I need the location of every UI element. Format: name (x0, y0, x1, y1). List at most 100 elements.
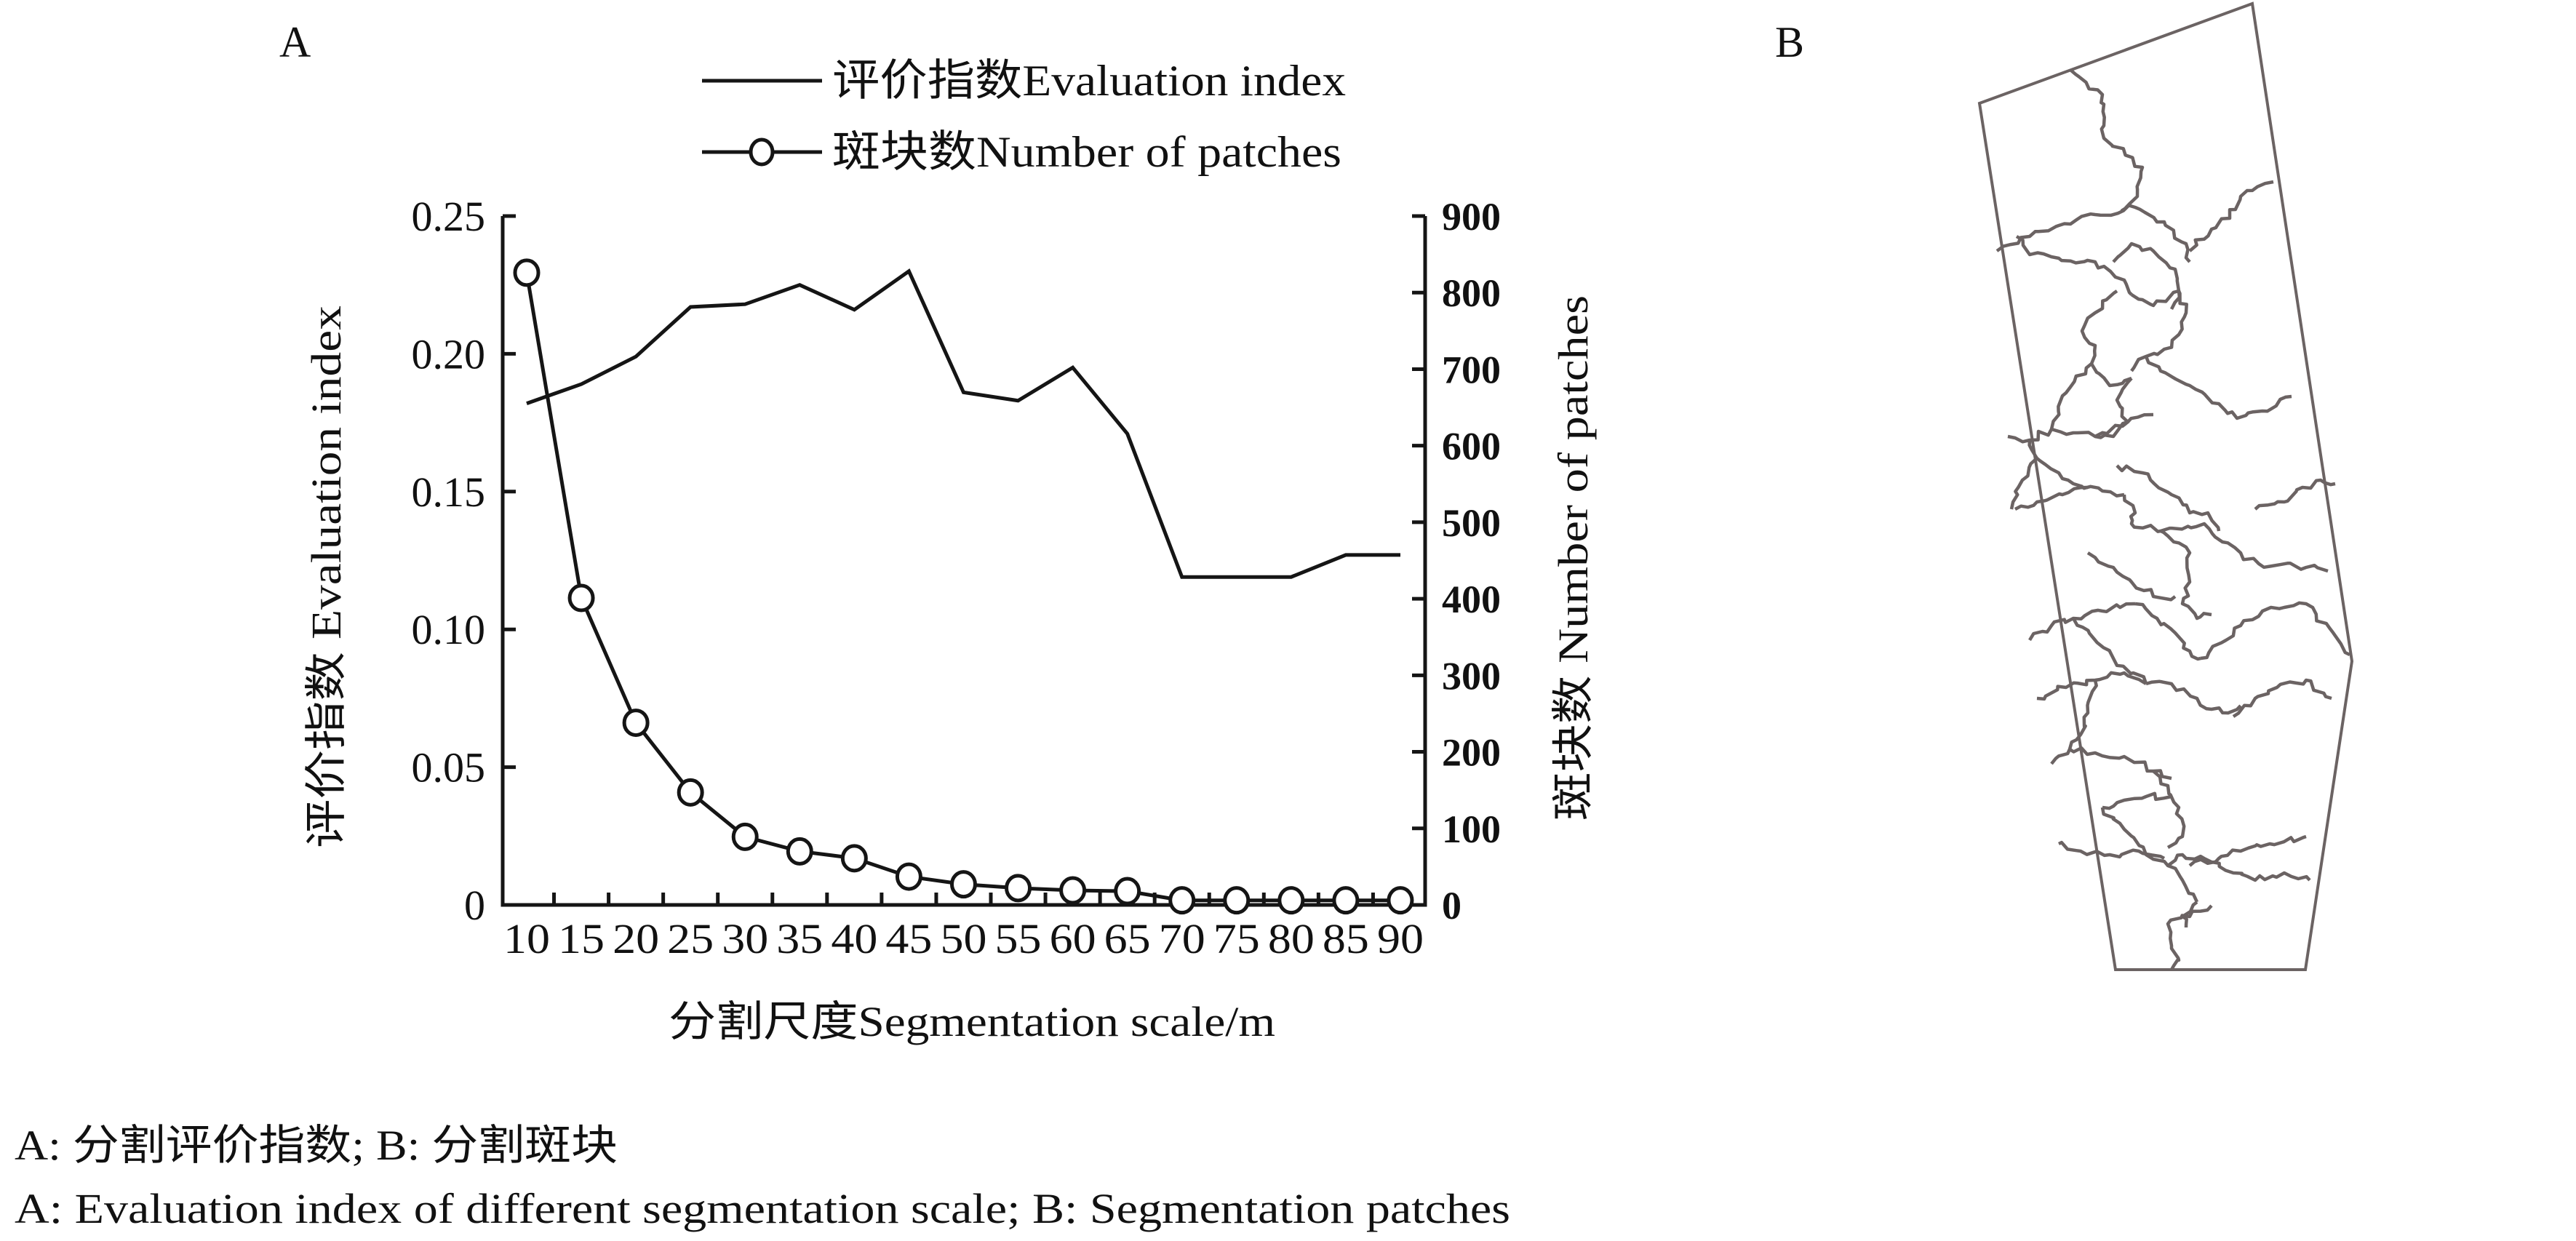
patch-boundary-line (2100, 807, 2199, 903)
patch-boundary-line (2029, 412, 2154, 442)
x-tick-label: 85 (1323, 915, 1369, 962)
axes (501, 216, 1427, 907)
series-layer (513, 258, 1414, 915)
left-tick-label: 0.25 (412, 193, 486, 240)
patch-boundaries (1995, 68, 2350, 971)
right-tick-label: 600 (1442, 425, 1501, 468)
legend-item-evaluation-index: 评价指数Evaluation index (702, 57, 1346, 105)
x-tick-label: 15 (558, 915, 605, 962)
data-point-marker (1277, 886, 1305, 915)
right-tick-label: 0 (1442, 884, 1462, 927)
x-tick-label: 10 (503, 915, 550, 962)
right-y-axis-ticks: 0 100 200 300 400 500 600 700 800 900 (1412, 195, 1501, 927)
patch-boundary-line (2036, 671, 2148, 701)
x-tick-label: 70 (1159, 915, 1205, 962)
patch-boundary-line (2067, 679, 2098, 750)
right-tick-label: 400 (1442, 578, 1501, 621)
patch-boundary-line (2116, 464, 2221, 532)
series-line (525, 272, 1400, 903)
patch-boundary-line (2049, 290, 2118, 430)
legend-label-number-of-patches: 斑块数Number of patches (832, 128, 1341, 176)
patch-boundary-line (2014, 485, 2089, 511)
patch-boundary-line (2232, 678, 2332, 718)
x-tick-label: 30 (722, 915, 768, 962)
patch-boundary-line (2160, 529, 2212, 620)
left-tick-label: 0 (464, 882, 485, 929)
data-point-marker (1223, 886, 1251, 915)
x-tick-label: 35 (776, 915, 823, 962)
axis-frame (501, 216, 1427, 907)
x-tick-label: 65 (1104, 915, 1151, 962)
data-point-marker (677, 778, 704, 807)
legend-circle-marker-icon (749, 137, 775, 167)
data-point-marker (1332, 886, 1360, 915)
data-point-marker (731, 822, 759, 851)
x-tick-label: 90 (1377, 915, 1424, 962)
data-point-marker (1005, 874, 1032, 903)
patch-boundary-line (2090, 362, 2132, 388)
left-y-axis-title: 评价指数 Evaluation index (303, 306, 350, 848)
x-tick-label: 45 (885, 915, 932, 962)
right-tick-label: 900 (1442, 195, 1501, 239)
series-line (526, 268, 1400, 579)
right-tick-label: 300 (1442, 654, 1501, 698)
patch-boundary-line (2254, 478, 2336, 511)
panel-b-label: B (1775, 18, 1804, 66)
patch-boundary-line (2015, 235, 2133, 296)
x-tick-label: 40 (831, 915, 877, 962)
x-tick-label: 60 (1050, 915, 1096, 962)
right-tick-label: 100 (1442, 807, 1501, 851)
series-evaluation-index (526, 268, 1400, 579)
patch-boundary-line (2144, 356, 2292, 420)
panel-a-label: A (279, 18, 311, 66)
patch-boundary-line (2188, 180, 2274, 252)
patch-boundary-line (2086, 551, 2177, 602)
data-point-marker (949, 870, 977, 899)
left-tick-label: 0.15 (412, 468, 486, 516)
study-area-outline (1977, 1, 2354, 971)
patch-boundary-line (2145, 679, 2242, 715)
line-chart: 0 0.05 0.10 0.15 0.20 0.25 0 100 200 300 400 500 60… (412, 193, 1502, 962)
x-tick-label: 75 (1213, 915, 1260, 962)
patch-boundary-line (2166, 853, 2311, 882)
data-point-marker (567, 583, 595, 612)
data-point-marker (840, 844, 868, 873)
left-y-axis-ticks: 0 0.05 0.10 0.15 0.20 0.25 (412, 193, 516, 929)
patch-boundary-line (2050, 746, 2172, 781)
x-tick-label: 55 (995, 915, 1042, 962)
segmentation-patches-map (1977, 1, 2354, 971)
right-tick-label: 200 (1442, 731, 1501, 775)
x-axis-ticks: 10 15 20 25 30 35 40 45 50 55 60 65 70 75 80 85 90 (503, 893, 1424, 962)
patch-boundary-line (2152, 770, 2186, 849)
patch-boundary-line (2072, 617, 2148, 685)
x-tick-label: 25 (667, 915, 714, 962)
data-point-marker (1114, 877, 1141, 906)
right-y-axis-title: 斑块数 Number of patches (1550, 295, 1597, 821)
data-point-marker (786, 837, 813, 866)
caption-chinese: A: 分割评价指数; B: 分割斑块 (15, 1122, 618, 1169)
patch-boundary-line (2130, 289, 2180, 308)
patch-boundary-line (2122, 494, 2329, 573)
patch-boundary-line (2069, 68, 2145, 212)
series-number-of-patches (513, 258, 1414, 915)
legend-item-number-of-patches: 斑块数Number of patches (702, 128, 1341, 176)
x-tick-label: 50 (940, 915, 986, 962)
data-point-marker (895, 862, 922, 891)
data-point-marker (622, 709, 650, 738)
patch-boundary-line (2102, 791, 2172, 810)
patch-boundary-line (2134, 602, 2201, 661)
patch-boundary-line (2007, 434, 2125, 498)
data-point-marker (513, 258, 541, 287)
right-tick-label: 800 (1442, 271, 1501, 315)
patch-boundary-line (2166, 904, 2213, 971)
data-point-marker (1059, 876, 1087, 905)
patch-boundary-line (2009, 457, 2038, 510)
legend: 评价指数Evaluation index 斑块数Number of patche… (702, 57, 1346, 176)
left-tick-label: 0.20 (412, 330, 486, 378)
left-tick-label: 0.10 (412, 606, 486, 653)
right-tick-label: 700 (1442, 348, 1501, 391)
x-tick-label: 20 (613, 915, 659, 962)
right-tick-label: 500 (1442, 501, 1501, 545)
data-point-marker (1387, 886, 1414, 915)
